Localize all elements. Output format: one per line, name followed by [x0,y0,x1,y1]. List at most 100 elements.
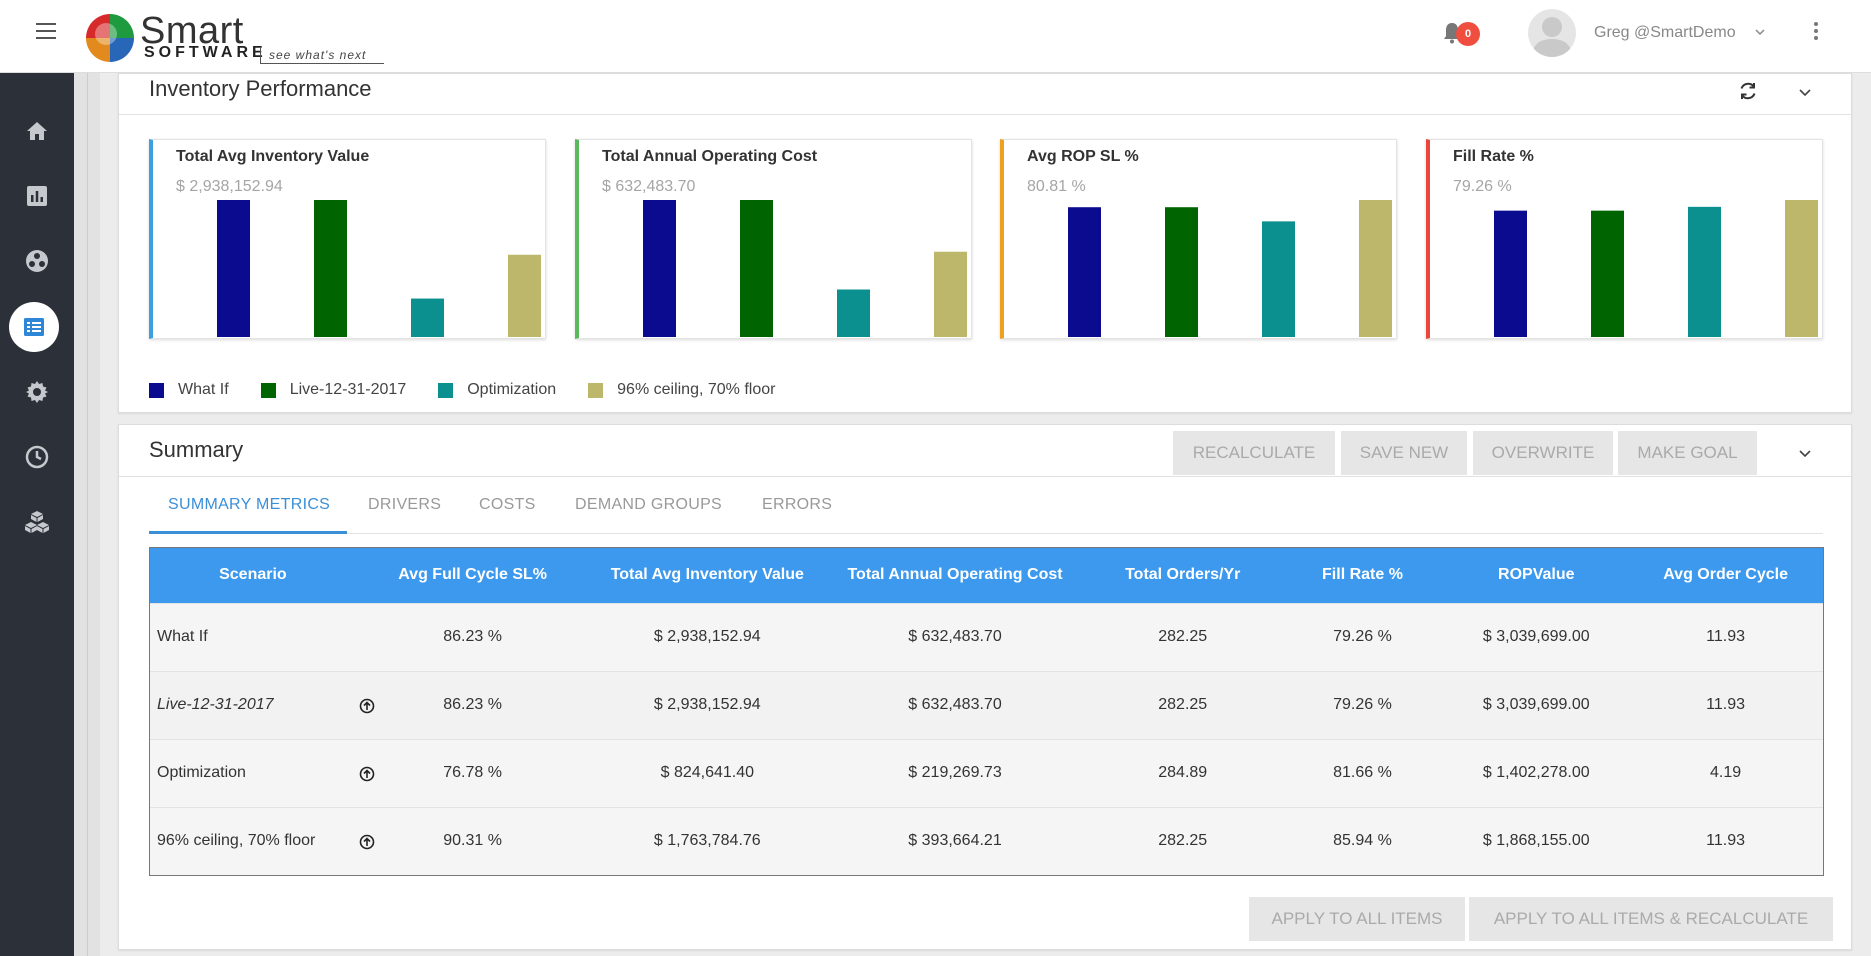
avatar[interactable] [1528,9,1576,57]
arrow-up-circle-icon[interactable] [359,834,375,850]
kpi-bar-chart [217,200,541,337]
chart-bar-2[interactable] [314,200,347,337]
legend-item[interactable]: What If [149,381,229,399]
table-cell: 284.89 [1084,738,1281,807]
column-header[interactable]: Total Orders/Yr [1084,548,1281,603]
chart-bar-4[interactable] [934,251,967,337]
chevron-down-icon[interactable] [1754,26,1766,38]
tab-errors[interactable]: ERRORS [762,496,833,513]
table-cell: $ 632,483.70 [825,602,1085,671]
chart-bar-3[interactable] [837,289,870,337]
make-goal-button[interactable]: MAKE GOAL [1618,431,1757,475]
kpi-bar-chart [1494,200,1818,337]
legend-label: What If [178,381,229,398]
chart-bar-3[interactable] [1262,221,1295,337]
hamburger-icon[interactable] [36,23,56,41]
scenario-cell: Live-12-31-2017 [150,670,375,739]
sidebar-item-history[interactable] [17,437,57,477]
table-cell: $ 1,763,784.76 [589,806,826,875]
chart-bar-1[interactable] [643,200,676,337]
card-title: Summary [149,437,244,462]
column-header[interactable]: ROPValue [1444,548,1629,603]
scenario-name: What If [150,602,356,671]
sidebar-item-network[interactable] [17,241,57,281]
user-name[interactable]: Greg @SmartDemo [1594,24,1736,41]
logo[interactable]: Smart SOFTWARE see what's next [84,10,394,66]
table-row[interactable]: 96% ceiling, 70% floor 90.31 % $ 1,763,7… [150,806,1823,875]
legend-item[interactable]: Live-12-31-2017 [260,381,406,399]
kpi-title: Total Annual Operating Cost [602,148,818,165]
refresh-icon[interactable] [1737,80,1759,102]
kpi-card-fill-rate: Fill Rate % 79.26 % [1426,139,1823,339]
kpi-card-rop-sl: Avg ROP SL % 80.81 % [1000,139,1397,339]
recalculate-button[interactable]: RECALCULATE [1173,431,1335,475]
legend-swatch [588,382,604,398]
kebab-icon[interactable] [1812,22,1820,42]
logo-tagline: see what's next [260,48,384,64]
tab-costs[interactable]: COSTS [479,496,536,513]
kpi-title: Total Avg Inventory Value [176,148,370,165]
arrow-up-circle-icon[interactable] [359,698,375,714]
legend-label: 96% ceiling, 70% floor [617,381,776,398]
column-header[interactable]: Total Annual Operating Cost [825,548,1085,603]
kpi-value: $ 2,938,152.94 [176,178,283,195]
table-cell: 4.19 [1628,738,1823,807]
bar-chart-icon [27,186,47,206]
active-tab-indicator [149,531,347,534]
chart-bar-1[interactable] [217,200,250,337]
kpi-value: 80.81 % [1027,178,1086,195]
column-header[interactable]: Fill Rate % [1280,548,1445,603]
table-cell: $ 824,641.40 [589,738,826,807]
tab-demand-groups[interactable]: DEMAND GROUPS [575,496,723,513]
table-cell: 90.31 % [355,806,590,875]
chevron-down-icon[interactable] [1796,444,1814,462]
boxes-icon [25,511,49,533]
sidebar-item-settings[interactable] [17,372,57,412]
chart-bar-1[interactable] [1068,207,1101,337]
chart-bar-2[interactable] [1165,207,1198,337]
chevron-down-icon[interactable] [1796,83,1814,101]
card-header: Inventory Performance [119,74,1851,115]
table-cell: $ 1,868,155.00 [1444,806,1629,875]
summary-table: Scenario Avg Full Cycle SL% Total Avg In… [149,547,1824,876]
overwrite-button[interactable]: OVERWRITE [1473,431,1613,475]
legend-item[interactable]: 96% ceiling, 70% floor [588,381,775,399]
chart-bar-3[interactable] [1688,206,1721,337]
card-title: Inventory Performance [149,76,372,101]
tab-drivers[interactable]: DRIVERS [368,496,442,513]
chart-bar-4[interactable] [508,254,541,337]
chart-bar-3[interactable] [411,298,444,337]
table-cell: $ 2,938,152.94 [589,602,826,671]
arrow-up-circle-icon[interactable] [359,766,375,782]
chart-bar-2[interactable] [740,200,773,337]
sidebar-item-inventory[interactable] [17,502,57,542]
apply-to-all-button[interactable]: APPLY TO ALL ITEMS [1249,897,1465,941]
column-header[interactable]: Scenario [150,548,356,603]
sidebar-item-list[interactable] [9,302,59,352]
table-row[interactable]: What If 86.23 % $ 2,938,152.94 $ 632,483… [150,602,1823,671]
table-row[interactable]: Live-12-31-2017 86.23 % $ 2,938,152.94 $… [150,670,1823,739]
table-cell: 282.25 [1084,670,1281,739]
chart-bar-2[interactable] [1591,210,1624,337]
chart-bar-4[interactable] [1785,200,1818,337]
notification-badge[interactable]: 0 [1456,22,1480,46]
column-header[interactable]: Avg Full Cycle SL% [355,548,590,603]
legend-label: Optimization [467,381,557,398]
apply-to-all-recalculate-button[interactable]: APPLY TO ALL ITEMS & RECALCULATE [1469,897,1833,941]
sidebar-item-reports[interactable] [17,176,57,216]
scenario-name: 96% ceiling, 70% floor [157,832,316,850]
table-cell: 86.23 % [355,670,590,739]
kpi-bar-chart [1068,200,1392,337]
tab-summary-metrics[interactable]: SUMMARY METRICS [168,496,331,513]
chart-bar-1[interactable] [1494,210,1527,337]
chart-legend: What If Live-12-31-2017 Optimization 96%… [149,381,807,399]
table-cell: 76.78 % [355,738,590,807]
sidebar-item-home[interactable] [17,111,57,151]
legend-item[interactable]: Optimization [438,381,556,399]
table-row[interactable]: Optimization 76.78 % $ 824,641.40 $ 219,… [150,738,1823,807]
chart-bar-4[interactable] [1359,200,1392,337]
column-header[interactable]: Avg Order Cycle [1628,548,1823,603]
column-header[interactable]: Total Avg Inventory Value [589,548,826,603]
inventory-performance-card: Inventory Performance Total Avg Inventor… [118,73,1852,413]
save-new-button[interactable]: SAVE NEW [1341,431,1467,475]
